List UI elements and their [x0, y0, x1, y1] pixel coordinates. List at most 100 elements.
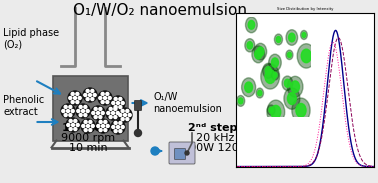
Circle shape: [79, 114, 82, 117]
Circle shape: [76, 104, 90, 118]
Circle shape: [121, 126, 124, 128]
Circle shape: [112, 111, 115, 115]
Circle shape: [114, 107, 117, 110]
Circle shape: [93, 94, 96, 96]
Circle shape: [101, 111, 104, 115]
Circle shape: [67, 109, 70, 113]
Circle shape: [89, 120, 92, 123]
Circle shape: [84, 94, 87, 96]
Circle shape: [109, 107, 112, 110]
Circle shape: [121, 117, 124, 121]
FancyBboxPatch shape: [169, 142, 195, 164]
Circle shape: [66, 118, 80, 132]
Circle shape: [69, 105, 72, 109]
Circle shape: [102, 124, 104, 128]
Circle shape: [101, 92, 104, 95]
Text: 10 min: 10 min: [69, 143, 107, 153]
Circle shape: [151, 147, 159, 155]
Circle shape: [114, 122, 117, 124]
Circle shape: [104, 129, 107, 132]
Circle shape: [121, 102, 124, 104]
Circle shape: [111, 96, 125, 110]
Circle shape: [82, 109, 85, 113]
Circle shape: [76, 124, 79, 126]
FancyBboxPatch shape: [135, 100, 141, 111]
Circle shape: [135, 130, 141, 137]
Circle shape: [121, 109, 124, 112]
Circle shape: [116, 102, 119, 104]
Circle shape: [116, 111, 119, 115]
Circle shape: [101, 101, 104, 104]
Circle shape: [99, 96, 102, 100]
Circle shape: [119, 97, 122, 100]
Circle shape: [128, 113, 131, 117]
Circle shape: [116, 126, 119, 128]
Circle shape: [84, 105, 87, 109]
Circle shape: [74, 128, 77, 130]
Text: 2ⁿᵈ step:: 2ⁿᵈ step:: [188, 123, 242, 133]
Circle shape: [64, 105, 67, 109]
Circle shape: [87, 124, 90, 128]
Circle shape: [185, 151, 189, 155]
Text: Lipid phase
(O₂): Lipid phase (O₂): [3, 28, 59, 50]
Circle shape: [119, 113, 122, 117]
Circle shape: [69, 114, 72, 117]
Circle shape: [96, 119, 110, 133]
Circle shape: [97, 124, 100, 128]
Circle shape: [69, 96, 72, 100]
Circle shape: [119, 122, 122, 124]
Circle shape: [78, 96, 81, 100]
Circle shape: [106, 101, 109, 104]
Circle shape: [111, 120, 125, 134]
Circle shape: [73, 96, 76, 100]
Circle shape: [71, 101, 74, 104]
Circle shape: [126, 109, 129, 112]
Circle shape: [89, 129, 92, 132]
Circle shape: [76, 92, 79, 95]
Circle shape: [108, 96, 111, 100]
Circle shape: [106, 124, 109, 128]
Circle shape: [126, 117, 129, 121]
FancyBboxPatch shape: [53, 76, 127, 141]
Circle shape: [71, 124, 74, 126]
Circle shape: [106, 106, 120, 120]
Text: O₁/W/O₂ nanoemulsion: O₁/W/O₂ nanoemulsion: [73, 3, 247, 18]
Circle shape: [67, 124, 70, 126]
Circle shape: [99, 107, 102, 110]
Circle shape: [86, 98, 89, 101]
Circle shape: [69, 119, 72, 122]
Circle shape: [91, 106, 105, 120]
Text: 20 kHz: 20 kHz: [196, 133, 234, 143]
Circle shape: [74, 119, 77, 122]
Circle shape: [86, 109, 89, 113]
Text: 1ˢᵗ step:: 1ˢᵗ step:: [62, 123, 114, 133]
Circle shape: [83, 88, 97, 102]
Circle shape: [124, 113, 127, 117]
Circle shape: [88, 94, 91, 96]
Circle shape: [68, 91, 82, 105]
Circle shape: [119, 106, 122, 109]
Circle shape: [86, 89, 89, 92]
Circle shape: [71, 109, 74, 113]
Circle shape: [76, 101, 79, 104]
Circle shape: [109, 116, 112, 119]
Circle shape: [114, 130, 117, 132]
Circle shape: [84, 129, 87, 132]
Circle shape: [82, 124, 85, 128]
Text: Size Distribution by Intensity: Size Distribution by Intensity: [277, 7, 333, 11]
Circle shape: [112, 126, 115, 128]
Text: O₁/W
nanoemulsion: O₁/W nanoemulsion: [153, 92, 222, 114]
Text: 9000 rpm: 9000 rpm: [61, 133, 115, 143]
Circle shape: [81, 119, 95, 133]
Circle shape: [99, 129, 102, 132]
Circle shape: [91, 124, 94, 128]
Circle shape: [94, 107, 97, 110]
Circle shape: [91, 98, 94, 101]
FancyBboxPatch shape: [175, 148, 186, 160]
Text: 400W 120 s: 400W 120 s: [182, 143, 248, 153]
Circle shape: [84, 114, 87, 117]
Circle shape: [99, 116, 102, 119]
Circle shape: [77, 109, 80, 113]
Circle shape: [106, 92, 109, 95]
Circle shape: [112, 102, 115, 104]
